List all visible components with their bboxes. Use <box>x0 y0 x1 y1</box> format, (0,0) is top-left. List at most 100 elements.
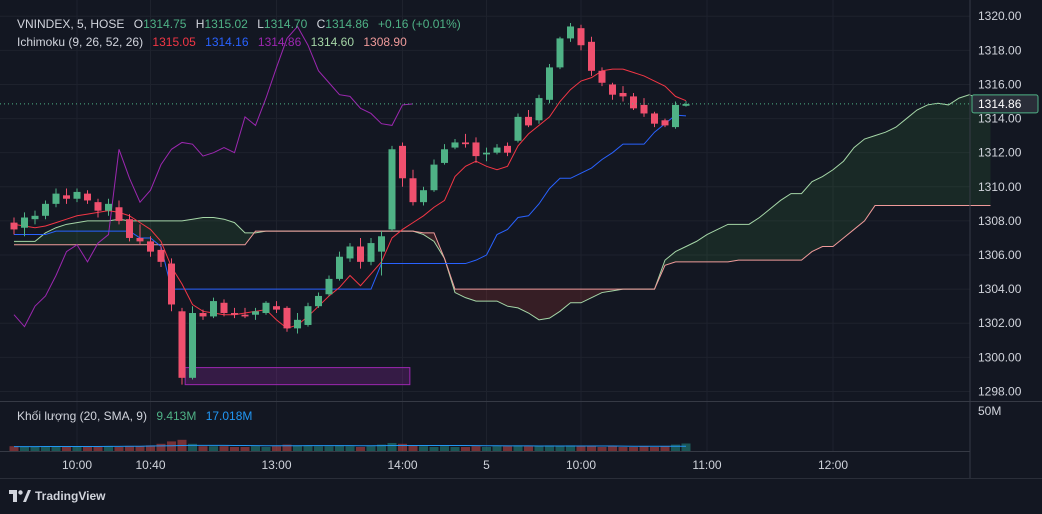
cloud-segment <box>35 232 46 245</box>
cloud-segment <box>77 220 88 245</box>
tradingview-logo-icon <box>9 490 31 502</box>
volume-bar <box>398 443 407 451</box>
candle-body <box>504 145 511 153</box>
volume-sma-line <box>14 444 686 448</box>
volume-bar <box>198 446 208 451</box>
candle-body <box>567 26 574 39</box>
high-label: H <box>195 17 205 31</box>
candle-body <box>577 28 585 46</box>
candle-body <box>388 149 396 230</box>
cloud-segment <box>66 222 77 245</box>
candles <box>10 23 690 385</box>
volume-tick-label: 50M <box>978 404 1001 418</box>
cloud-segment <box>801 181 812 261</box>
candle-body <box>42 203 49 216</box>
volume-bar <box>314 446 323 451</box>
volume-bar <box>387 443 397 451</box>
legend-volume[interactable]: Khối lượng (20, SMA, 9) 9.413M 17.018M <box>17 408 252 424</box>
volume-bar <box>209 446 218 451</box>
candle-body <box>157 249 165 262</box>
cloud-segment <box>822 169 833 247</box>
candle-body <box>294 319 301 329</box>
price-tick-label: 1320.00 <box>978 9 1022 23</box>
candle-body <box>262 302 270 314</box>
candle-body <box>147 241 154 252</box>
volume-bar <box>146 445 155 451</box>
cloud-segment <box>812 176 823 252</box>
cloud-segment <box>665 251 676 266</box>
cloud-segment <box>749 217 760 261</box>
candle-body <box>136 237 144 242</box>
candle-body <box>472 142 480 157</box>
cloud-segment <box>539 289 550 320</box>
cloud-segment <box>896 118 907 206</box>
candle-body <box>63 195 70 199</box>
cloud-segment <box>707 229 718 262</box>
candle-body <box>525 116 532 126</box>
last-price-label: 1314.86 <box>978 97 1022 111</box>
volume-bar <box>240 447 250 451</box>
volume-bar <box>51 446 61 451</box>
tradingview-footer[interactable]: TradingView <box>9 487 105 505</box>
price-tick-label: 1302.00 <box>978 316 1022 330</box>
cloud-segment <box>686 241 697 262</box>
volume-bar <box>156 443 166 451</box>
candle-body <box>378 236 385 252</box>
time-tick-label: 14:00 <box>387 458 417 472</box>
legend-ichimoku[interactable]: Ichimoku (9, 26, 52, 26) 1315.05 1314.16… <box>17 34 407 50</box>
candle-body <box>231 313 238 315</box>
brand-label: TradingView <box>35 489 106 503</box>
span-a-value: 1314.60 <box>310 35 355 49</box>
volume-bar <box>282 444 292 451</box>
cloud-segment <box>770 200 781 261</box>
candle-body <box>31 215 39 220</box>
cloud-segment <box>98 220 109 245</box>
volume-bar <box>72 446 82 451</box>
span-b-value: 1308.90 <box>363 35 407 49</box>
candle-body <box>283 307 291 329</box>
cloud-segment <box>980 99 991 206</box>
candle-body <box>640 104 648 114</box>
cloud-segment <box>234 222 245 245</box>
volume-bar <box>471 446 481 451</box>
volume-bar <box>545 445 554 451</box>
candle-body <box>346 246 354 259</box>
cloud-segment <box>560 289 571 312</box>
price-tick-label: 1316.00 <box>978 77 1022 91</box>
cloud-segment <box>455 289 466 298</box>
cloud-segment <box>791 193 802 261</box>
time-tick-label: 11:00 <box>692 458 721 472</box>
candle-body <box>336 256 343 279</box>
candle-body <box>630 96 637 109</box>
volume-bar <box>230 447 239 451</box>
candle-body <box>21 217 28 228</box>
candle-body <box>189 313 196 378</box>
close-label: C <box>316 17 326 31</box>
volume-bar <box>9 446 19 451</box>
base-line <box>14 114 687 290</box>
candle-body <box>556 38 564 68</box>
cloud-segment <box>581 289 592 303</box>
volume-bar <box>629 447 638 451</box>
volume-bar <box>83 447 92 451</box>
price-tick-label: 1300.00 <box>978 350 1022 364</box>
candle-body <box>609 84 616 95</box>
volume-value: 9.413M <box>156 409 197 423</box>
cloud-segment <box>738 224 749 261</box>
volume-bar <box>104 446 113 451</box>
candle-body <box>441 149 448 163</box>
cloud-segment <box>150 220 161 245</box>
cloud-segment <box>224 219 235 245</box>
cloud-segment <box>507 289 518 308</box>
candle-body <box>210 301 217 317</box>
candle-body <box>105 203 112 211</box>
candle-body <box>10 222 18 230</box>
candle-body <box>73 191 81 199</box>
candle-body <box>619 92 627 97</box>
cloud-segment <box>108 219 119 245</box>
price-tick-label: 1308.00 <box>978 214 1022 228</box>
volume-bar <box>660 446 670 451</box>
candle-body <box>514 116 522 141</box>
candle-body <box>199 313 207 317</box>
